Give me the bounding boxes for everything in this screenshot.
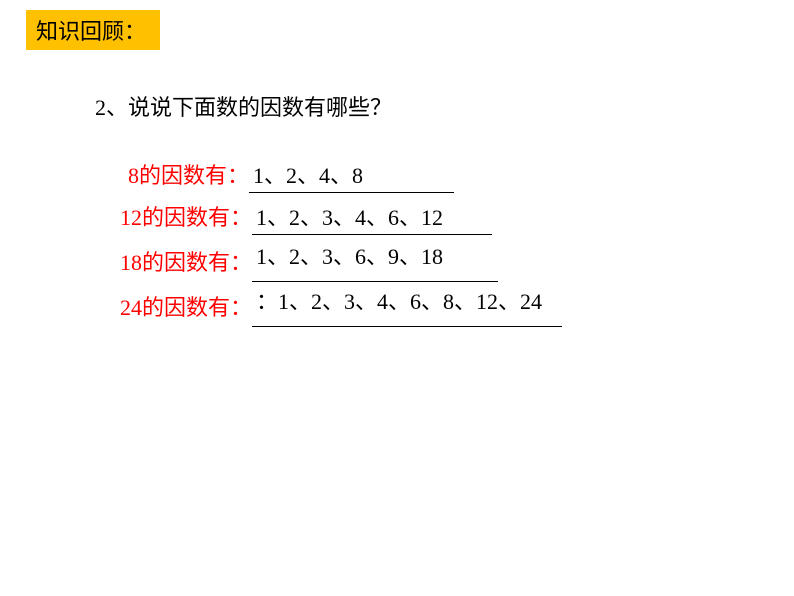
factor-answer: ：1、2、3、4、6、8、12、24 [252,284,562,327]
factor-label: 12的因数有： [120,200,252,232]
factor-answer-text: 1、2、3、6、9、18 [256,244,443,269]
factor-answer: 1、2、4、8 [249,158,454,193]
factor-answer: 1、2、3、6、9、18 [252,239,498,282]
factor-label: 24的因数有： [120,290,252,322]
factor-answer: 1、2、3、4、6、12 [252,200,492,235]
factor-answer-text: 1、2、3、4、6、12 [256,205,443,230]
factor-row: 24的因数有：：1、2、3、4、6、8、12、24 [120,290,562,333]
factor-answer-text: 1、2、4、8 [253,163,363,188]
factor-row: 12的因数有：1、2、3、4、6、12 [120,200,492,235]
factor-label: 18的因数有： [120,245,252,277]
factor-label: 8的因数有： [128,158,249,190]
extra-colon: ： [256,289,278,314]
factor-answer-text: 1、2、3、4、6、8、12、24 [278,289,542,314]
header-review-box: 知识回顾： [26,10,160,50]
question-text: 2、说说下面数的因数有哪些？ [95,90,392,122]
factor-row: 18的因数有：1、2、3、6、9、18 [120,245,498,288]
factor-row: 8的因数有：1、2、4、8 [128,158,454,193]
